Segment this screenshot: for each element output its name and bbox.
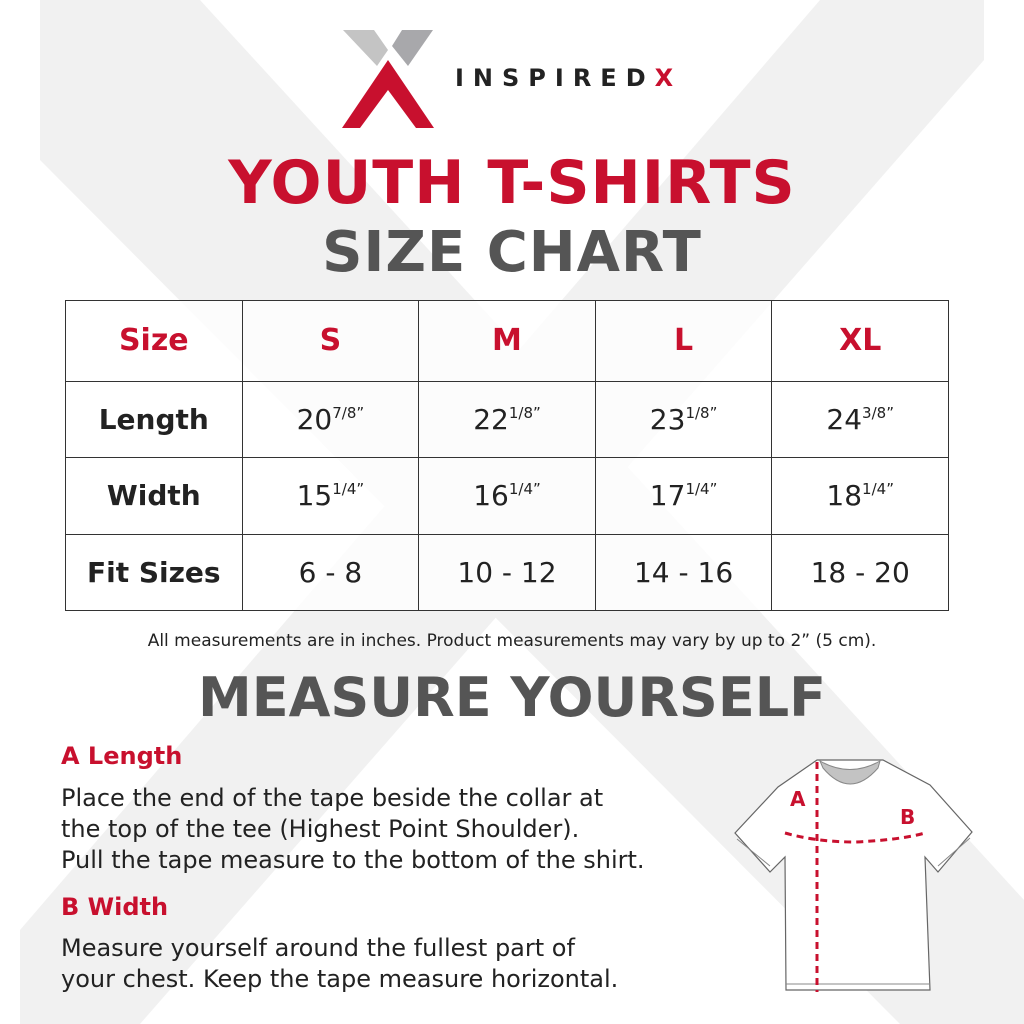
header-cell: M	[418, 300, 596, 382]
row-label: Fit Sizes	[65, 533, 243, 612]
table-cell: 6 - 8	[241, 533, 420, 612]
table-cell: 171/4”	[594, 457, 773, 535]
row-label: Length	[65, 380, 243, 459]
table-cell: 207/8”	[241, 380, 420, 459]
brand-name: INSPIREDX	[455, 64, 683, 92]
measurement-note: All measurements are in inches. Product …	[147, 631, 877, 651]
inspiredx-logo-icon	[342, 30, 434, 128]
table-cell: 14 - 16	[594, 533, 773, 612]
table-header-row: Size S M L XL	[65, 300, 949, 382]
table-cell: 243/8”	[771, 380, 949, 459]
table-row: Width 151/4” 161/4” 171/4” 181/4”	[65, 457, 949, 535]
table-cell: 161/4”	[418, 457, 596, 535]
header-cell: Size	[65, 300, 243, 382]
table-cell: 10 - 12	[418, 533, 596, 612]
header-cell: XL	[771, 300, 949, 382]
label-a: A	[790, 787, 806, 811]
tshirt-diagram-icon: A B	[734, 759, 973, 992]
measure-title: MEASURE YOURSELF	[197, 666, 826, 729]
length-instructions: Place the end of the tape beside the col…	[61, 784, 645, 874]
table-cell: 221/8”	[418, 380, 596, 459]
width-instructions: Measure yourself around the fullest part…	[61, 934, 619, 993]
table-cell: 18 - 20	[771, 533, 949, 612]
table-row: Fit Sizes 6 - 8 10 - 12 14 - 16 18 - 20	[65, 533, 949, 612]
label-b: B	[900, 805, 915, 829]
table-row: Length 207/8” 221/8” 231/8” 243/8”	[65, 380, 949, 459]
table-cell: 231/8”	[594, 380, 773, 459]
size-chart-table: Size S M L XL Length 207/8” 221/8” 231/8…	[65, 300, 949, 612]
width-heading: B Width	[61, 893, 169, 921]
length-heading: A Length	[61, 742, 183, 770]
table-cell: 151/4”	[241, 457, 420, 535]
header-cell: S	[241, 300, 420, 382]
row-label: Width	[65, 457, 243, 535]
header-cell: L	[594, 300, 773, 382]
table-cell: 181/4”	[771, 457, 949, 535]
page-subtitle: SIZE CHART	[322, 220, 702, 285]
page-title: YOUTH T-SHIRTS	[228, 148, 796, 218]
